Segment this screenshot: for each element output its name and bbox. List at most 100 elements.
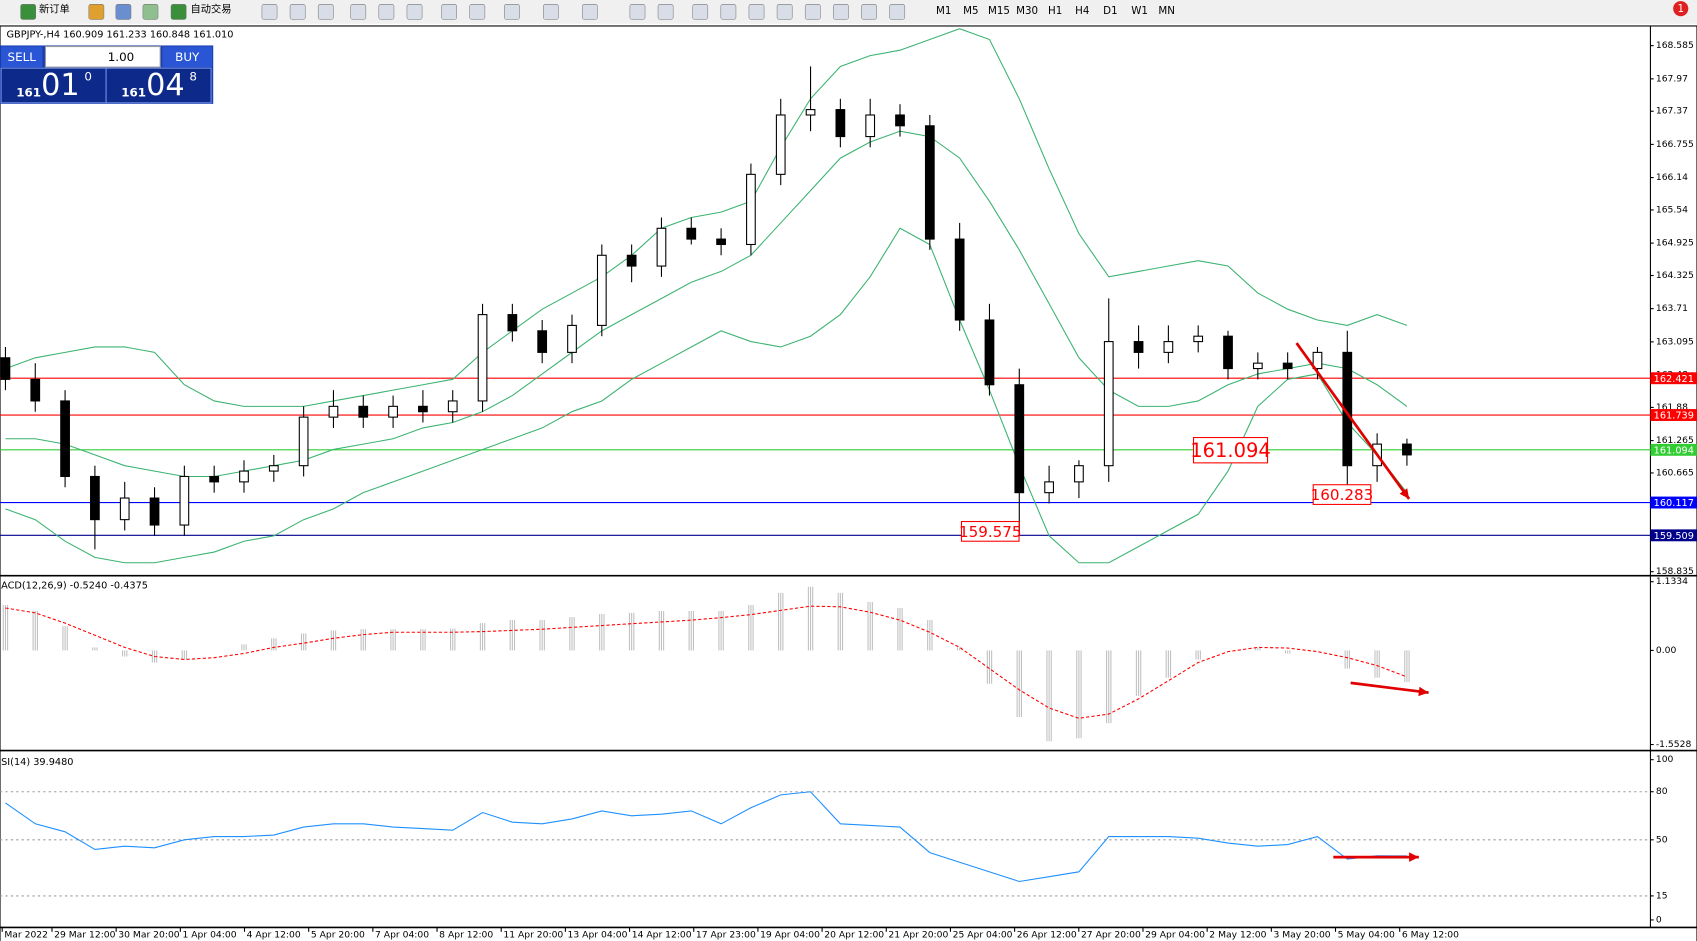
lots-input[interactable] <box>44 45 161 68</box>
toolbar-icon[interactable] <box>833 4 849 20</box>
candle-body <box>477 314 488 402</box>
toolbar-icon[interactable] <box>504 4 520 20</box>
toolbar-icon[interactable] <box>115 4 132 20</box>
toolbar-icon[interactable] <box>88 4 105 20</box>
buy-label[interactable]: BUY <box>175 50 200 64</box>
y-tick-label: 167.97 <box>1656 73 1688 84</box>
candle-body <box>686 227 697 240</box>
y-tick-label: 166.14 <box>1656 172 1688 183</box>
rsi-line <box>5 791 1407 883</box>
candle-body <box>716 238 726 246</box>
toolbar-icon[interactable] <box>350 4 367 20</box>
candle-body <box>775 114 786 175</box>
toolbar-icon[interactable] <box>378 4 395 20</box>
toolbar-icon[interactable] <box>804 4 821 20</box>
toolbar-icon[interactable] <box>170 4 187 20</box>
y-tick-label: 15 <box>1656 890 1668 901</box>
timeframe-button[interactable]: H4 <box>1075 5 1089 17</box>
toolbar-icon[interactable] <box>543 4 559 20</box>
price-level-tag <box>1650 372 1697 385</box>
price-annotation: 160.283 <box>1311 486 1374 504</box>
timeframe-button[interactable]: MN <box>1158 5 1175 17</box>
y-tick-label: 160.665 <box>1656 467 1694 478</box>
candle-body <box>388 405 398 418</box>
bid-big[interactable]: 161 <box>16 86 41 100</box>
toolbar-icon[interactable] <box>861 4 877 20</box>
toolbar-icon[interactable] <box>748 4 765 20</box>
candle-body <box>1312 351 1323 370</box>
candle-body <box>0 357 11 380</box>
candle-body <box>1014 384 1025 494</box>
notification-count[interactable]: 1 <box>1677 3 1684 15</box>
toolbar-icon[interactable] <box>582 4 598 20</box>
price-level-label: 161.739 <box>1654 411 1694 422</box>
bid-box[interactable] <box>0 67 107 104</box>
buy-button[interactable] <box>162 46 213 68</box>
candle-body <box>1282 362 1293 370</box>
candle-body <box>90 475 100 521</box>
candle-body <box>1223 335 1233 370</box>
timeframe-button[interactable]: W1 <box>1131 5 1148 17</box>
timeframe-button[interactable]: M5 <box>963 5 978 17</box>
price-annotation-box <box>960 520 1020 542</box>
toolbar-icon[interactable] <box>692 4 709 20</box>
price-level-tag <box>1650 529 1697 542</box>
sell-label[interactable]: SELL <box>8 50 37 64</box>
y-tick-label: 100 <box>1656 754 1674 765</box>
candle-body <box>447 400 458 413</box>
candle-body <box>954 238 965 321</box>
toolbar-icon[interactable] <box>629 4 646 20</box>
toolbar-icon[interactable] <box>406 4 423 20</box>
toolbar-icon[interactable] <box>776 4 793 20</box>
x-tick-label: 3 May 20:00 <box>1273 930 1330 941</box>
candle-body <box>209 475 220 483</box>
toolbar-icon[interactable] <box>720 4 737 20</box>
toolbar-button[interactable]: 自动交易 <box>191 3 232 16</box>
ask-big[interactable]: 161 <box>121 86 146 100</box>
notification-badge[interactable] <box>1673 1 1689 17</box>
sell-button[interactable] <box>1 46 43 68</box>
ask-box[interactable] <box>105 67 212 104</box>
candle-body <box>358 405 369 418</box>
toolbar-icon[interactable] <box>289 4 306 20</box>
candle-body <box>746 173 756 246</box>
ask-main[interactable]: 04 <box>146 68 185 103</box>
toolbar-icon[interactable] <box>20 4 37 20</box>
x-tick-label: 14 Apr 12:00 <box>632 930 692 941</box>
toolbar-button[interactable]: 新订单 <box>39 3 70 16</box>
bid-small[interactable]: 0 <box>84 69 92 83</box>
candle-body <box>149 497 160 526</box>
y-tick-label: 158.835 <box>1656 566 1694 577</box>
toolbar-icon[interactable] <box>657 4 674 20</box>
x-tick-label: 19 Apr 04:00 <box>760 930 820 941</box>
candle-body <box>1133 341 1144 353</box>
price-level-label: 161.094 <box>1654 445 1694 456</box>
timeframe-button[interactable]: D1 <box>1103 5 1117 17</box>
price-annotation: 161.094 <box>1190 439 1271 462</box>
candle-body <box>298 416 309 467</box>
price-level-label: 162.421 <box>1654 374 1694 385</box>
toolbar-icon[interactable] <box>469 4 486 20</box>
chart-title: GBPJPY-,H4 160.909 161.233 160.848 161.0… <box>7 30 234 41</box>
toolbar-icon[interactable] <box>317 4 334 20</box>
toolbar-icon[interactable] <box>889 4 906 20</box>
macd-signal <box>5 605 1408 719</box>
bid-main[interactable]: 01 <box>41 68 80 103</box>
x-tick-label: 1 Apr 04:00 <box>182 930 236 941</box>
ask-small[interactable]: 8 <box>189 69 197 83</box>
x-tick-label: 6 May 12:00 <box>1402 930 1459 941</box>
candle-body <box>1402 443 1412 456</box>
timeframe-button[interactable]: M15 <box>988 5 1010 17</box>
lots-value[interactable]: 1.00 <box>108 50 134 64</box>
x-tick-label: 4 Apr 12:00 <box>247 930 301 941</box>
timeframe-button[interactable]: H1 <box>1048 5 1062 17</box>
trend-arrow-head <box>1399 488 1410 499</box>
timeframe-button[interactable]: M1 <box>936 5 951 17</box>
timeframe-button[interactable]: M30 <box>1016 5 1038 17</box>
toolbar-icon[interactable] <box>261 4 278 20</box>
candle-body <box>835 109 846 138</box>
toolbar-icon[interactable] <box>142 4 159 20</box>
toolbar-icon[interactable] <box>441 4 458 20</box>
candle-body <box>805 109 816 116</box>
